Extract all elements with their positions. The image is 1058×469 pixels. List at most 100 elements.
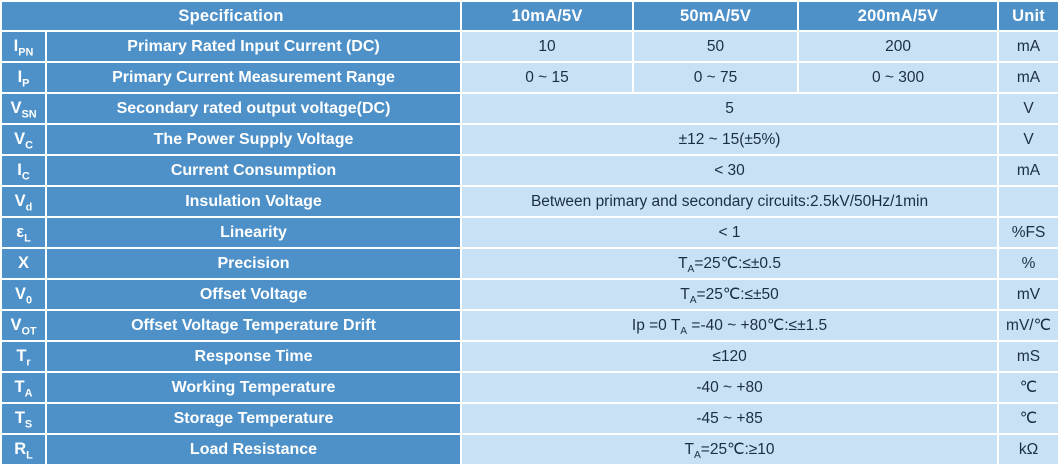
unit-cell: V (997, 92, 1058, 125)
symbol-cell: Tr (0, 340, 47, 373)
unit-cell (997, 185, 1058, 218)
symbol-base: V (14, 192, 26, 210)
value-pre: < 30 (714, 161, 745, 179)
table-row: Tr Response Time ≤120 mS (0, 340, 1058, 373)
symbol-subscript: OT (21, 325, 37, 338)
value-cell-200ma: 200 (797, 30, 1000, 63)
table-row: VC The Power Supply Voltage ±12 ~ 15(±5%… (0, 123, 1058, 156)
value-post: =25℃:≥10 (700, 441, 775, 458)
symbol-cell: εL (0, 216, 47, 249)
value-cell-50ma: 0 ~ 75 (632, 61, 800, 94)
symbol-cell: RL (0, 433, 47, 466)
symbol-subscript: A (24, 387, 33, 400)
symbol-base: I (13, 37, 19, 55)
value-pre: ±12 ~ 15(±5%) (678, 130, 781, 148)
symbol-subscript: 0 (25, 294, 33, 307)
label-cell: Primary Current Measurement Range (44, 61, 463, 94)
value-cell-merged: < 30 (460, 154, 1000, 187)
symbol-cell: VSN (0, 92, 47, 125)
value-subscript: A (687, 264, 695, 276)
value-cell-50ma: 50 (632, 30, 800, 63)
unit-cell: mA (997, 61, 1058, 94)
symbol-subscript: C (21, 170, 30, 183)
unit-cell: mS (997, 340, 1058, 373)
label-cell: Insulation Voltage (44, 185, 463, 218)
value-subscript: A (693, 450, 701, 462)
symbol-subscript: L (24, 232, 31, 245)
symbol-subscript: C (25, 139, 33, 152)
symbol-base: V (14, 285, 26, 303)
value-cell-merged: -45 ~ +85 (460, 402, 1000, 435)
symbol-base: ε (16, 223, 25, 241)
value-cell-10ma: 0 ~ 15 (460, 61, 635, 94)
header-row: Specification 10mA/5V 50mA/5V 200mA/5V U… (0, 0, 1058, 32)
unit-cell: mA (997, 30, 1058, 63)
symbol-base: V (14, 130, 26, 148)
unit-cell: mV (997, 278, 1058, 311)
label-cell: Offset Voltage Temperature Drift (44, 309, 463, 342)
value-cell-merged: Ip =0 TA =-40 ~ +80℃:≤±1.5 (460, 309, 1000, 342)
symbol-cell: IP (0, 61, 47, 94)
label-cell: Offset Voltage (44, 278, 463, 311)
table-row: RL Load Resistance TA=25℃:≥10 kΩ (0, 433, 1058, 466)
symbol-cell: VOT (0, 309, 47, 342)
value-cell-merged: Between primary and secondary circuits:2… (460, 185, 1000, 218)
symbol-subscript: r (26, 356, 31, 369)
symbol-base: T (14, 378, 25, 396)
table-row: IC Current Consumption < 30 mA (0, 154, 1058, 187)
label-cell: Precision (44, 247, 463, 280)
value-post: =-40 ~ +80℃:≤±1.5 (687, 317, 828, 334)
header-50ma-5v: 50mA/5V (632, 0, 800, 32)
symbol-cell: IPN (0, 30, 47, 63)
value-pre: ≤120 (712, 347, 747, 365)
label-cell: Storage Temperature (44, 402, 463, 435)
table-row: IPN Primary Rated Input Current (DC) 10 … (0, 30, 1058, 63)
label-cell: Load Resistance (44, 433, 463, 466)
symbol-base: X (17, 254, 29, 272)
value-cell-merged: -40 ~ +80 (460, 371, 1000, 404)
label-cell: Working Temperature (44, 371, 463, 404)
table-row: VOT Offset Voltage Temperature Drift Ip … (0, 309, 1058, 342)
value-pre: Between primary and secondary circuits:2… (530, 192, 929, 210)
table-row: TA Working Temperature -40 ~ +80 ℃ (0, 371, 1058, 404)
symbol-cell: X (0, 247, 47, 280)
symbol-subscript: P (22, 77, 30, 90)
value-pre: T (684, 441, 694, 458)
value-pre: Ip =0 T (631, 317, 681, 334)
symbol-subscript: SN (21, 108, 37, 121)
value-cell-merged: TA=25℃:≥10 (460, 433, 1000, 466)
header-200ma-5v: 200mA/5V (797, 0, 1000, 32)
label-cell: Linearity (44, 216, 463, 249)
unit-cell: mV/℃ (997, 309, 1058, 342)
symbol-subscript: d (25, 201, 33, 214)
value-post: =25℃:≤±50 (696, 286, 779, 303)
table-row: εL Linearity < 1 %FS (0, 216, 1058, 249)
header-specification: Specification (0, 0, 463, 32)
value-pre: T (680, 286, 690, 303)
label-cell: The Power Supply Voltage (44, 123, 463, 156)
unit-cell: %FS (997, 216, 1058, 249)
symbol-subscript: S (24, 418, 33, 431)
symbol-base: V (10, 99, 22, 117)
table-row: VSN Secondary rated output voltage(DC) 5… (0, 92, 1058, 125)
value-cell-10ma: 10 (460, 30, 635, 63)
table-row: IP Primary Current Measurement Range 0 ~… (0, 61, 1058, 94)
value-post: =25℃:≤±0.5 (694, 255, 781, 272)
header-unit: Unit (997, 0, 1058, 32)
symbol-base: R (14, 440, 27, 458)
symbol-cell: Vd (0, 185, 47, 218)
value-cell-merged: TA=25℃:≤±0.5 (460, 247, 1000, 280)
value-subscript: A (680, 326, 688, 338)
unit-cell: kΩ (997, 433, 1058, 466)
symbol-subscript: PN (18, 46, 34, 59)
unit-cell: % (997, 247, 1058, 280)
value-pre: -40 ~ +80 (696, 378, 763, 396)
header-10ma-5v: 10mA/5V (460, 0, 635, 32)
value-cell-merged: 5 (460, 92, 1000, 125)
symbol-cell: TS (0, 402, 47, 435)
symbol-base: I (17, 68, 23, 86)
label-cell: Current Consumption (44, 154, 463, 187)
symbol-cell: TA (0, 371, 47, 404)
unit-cell: V (997, 123, 1058, 156)
